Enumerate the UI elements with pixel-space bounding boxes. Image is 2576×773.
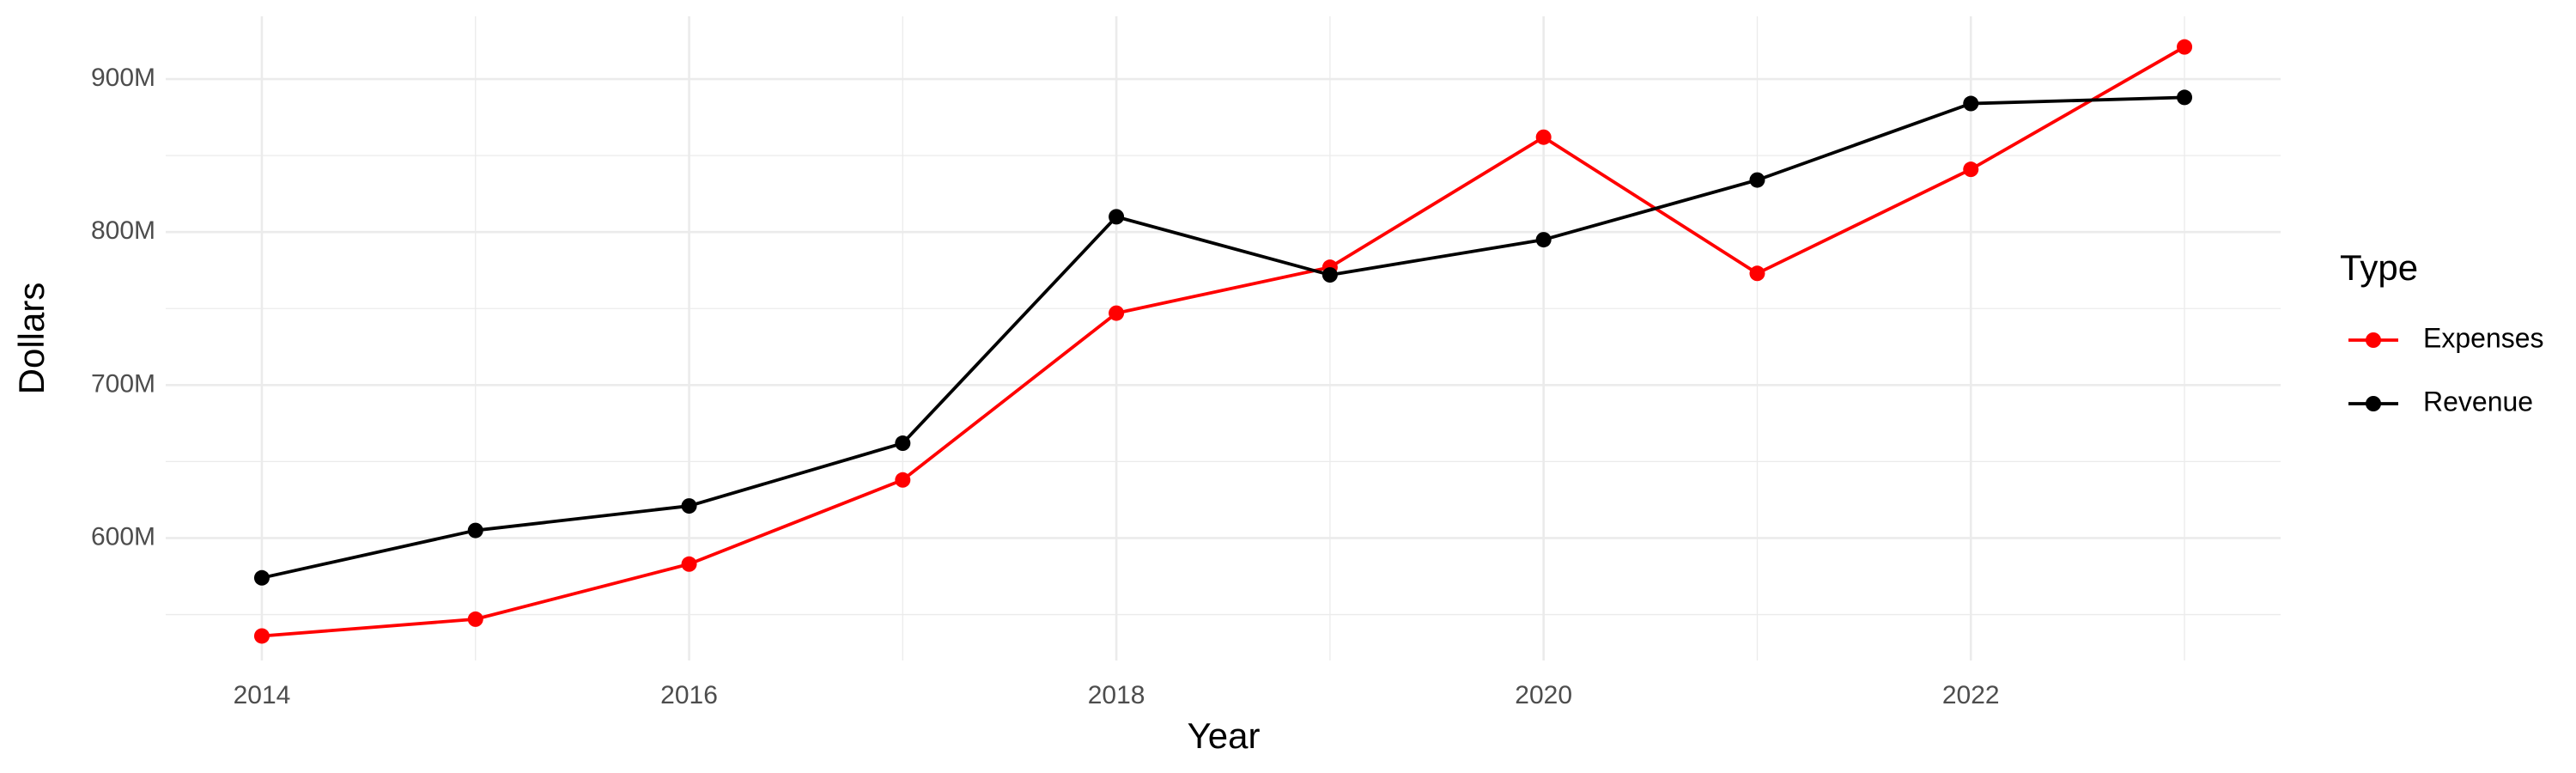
data-point — [1749, 172, 1765, 188]
data-point — [1963, 161, 1979, 178]
data-point — [467, 522, 483, 539]
y-tick-label: 600M — [91, 522, 155, 551]
data-point — [467, 611, 483, 627]
data-point — [253, 628, 270, 644]
x-tick-label: 2020 — [1515, 681, 1572, 709]
legend-marker — [2366, 396, 2381, 411]
y-tick-label: 800M — [91, 216, 155, 245]
data-point — [253, 569, 270, 586]
data-point — [1321, 267, 1338, 283]
series-line — [261, 95, 2185, 580]
data-point — [895, 435, 911, 452]
legend-title: Type — [2340, 247, 2418, 288]
data-point — [2177, 39, 2193, 55]
legend-label: Revenue — [2423, 386, 2533, 417]
x-tick-label: 2014 — [234, 681, 291, 709]
x-tick-label: 2022 — [1942, 681, 2000, 709]
legend-label: Expenses — [2423, 322, 2544, 353]
data-point — [895, 472, 911, 488]
x-tick-label: 2016 — [660, 681, 718, 709]
y-tick-label: 900M — [91, 64, 155, 92]
data-point — [1535, 232, 1552, 248]
x-axis-title: Year — [1188, 715, 1261, 756]
data-point — [1535, 129, 1552, 145]
y-tick-label: 700M — [91, 369, 155, 398]
legend-marker — [2366, 332, 2381, 348]
data-point — [1109, 305, 1125, 321]
data-point — [2177, 89, 2193, 106]
x-tick-label: 2018 — [1088, 681, 1145, 709]
series-line — [261, 45, 2185, 638]
data-point — [1963, 95, 1979, 112]
data-point — [1109, 209, 1125, 225]
data-point — [1749, 265, 1765, 282]
data-point — [681, 556, 697, 572]
data-point — [681, 498, 697, 514]
y-axis-title: Dollars — [11, 283, 52, 395]
